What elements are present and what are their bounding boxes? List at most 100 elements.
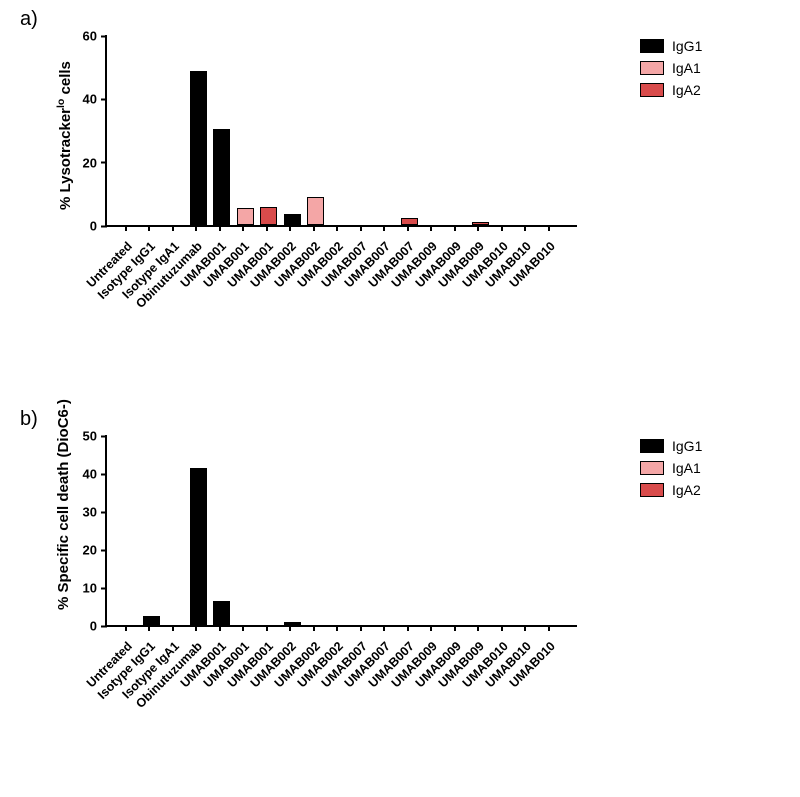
bar <box>401 218 418 225</box>
legend-label: IgA1 <box>672 60 701 76</box>
x-tick <box>289 625 291 631</box>
legend-b: IgG1 IgA1 IgA2 <box>640 438 702 504</box>
x-tick <box>313 625 315 631</box>
legend-swatch <box>640 461 664 475</box>
legend-swatch <box>640 39 664 53</box>
legend-label: IgG1 <box>672 38 702 54</box>
x-tick <box>524 625 526 631</box>
bars-b <box>107 435 577 625</box>
bar <box>260 207 277 225</box>
plot-area-a: 0204060 <box>105 35 577 227</box>
panel-b: b)01020304050% Specific cell death (DioC… <box>0 400 800 795</box>
y-tick: 20 <box>83 155 107 170</box>
legend-swatch <box>640 83 664 97</box>
x-tick <box>430 225 432 231</box>
bar <box>213 601 230 625</box>
legend-item: IgA1 <box>640 60 702 76</box>
legend-item: IgG1 <box>640 438 702 454</box>
legend-swatch <box>640 61 664 75</box>
legend-label: IgA1 <box>672 460 701 476</box>
bar <box>307 197 324 225</box>
x-tick <box>360 225 362 231</box>
legend-item: IgG1 <box>640 38 702 54</box>
x-tick <box>266 225 268 231</box>
plot-area-b: 01020304050 <box>105 435 577 627</box>
panel-a: a)0204060% Lysotrackerlo cellsUntreatedI… <box>0 0 800 390</box>
y-axis-title-b: % Specific cell death (DioC6-) <box>55 399 72 610</box>
legend-item: IgA2 <box>640 482 702 498</box>
y-axis-title-a: % Lysotrackerlo cells <box>55 61 74 210</box>
x-tick <box>125 625 127 631</box>
x-tick <box>524 225 526 231</box>
x-tick <box>242 225 244 231</box>
bars-a <box>107 35 577 225</box>
y-tick-label: 30 <box>83 505 101 520</box>
y-tick-mark <box>101 625 107 627</box>
y-tick-label: 40 <box>83 92 101 107</box>
x-tick <box>383 625 385 631</box>
x-tick <box>477 225 479 231</box>
legend-label: IgA2 <box>672 482 701 498</box>
bar <box>237 208 254 225</box>
bar <box>190 71 207 225</box>
y-tick: 40 <box>83 92 107 107</box>
x-tick <box>172 625 174 631</box>
y-tick: 0 <box>90 219 107 234</box>
y-tick: 20 <box>83 543 107 558</box>
x-tick <box>548 225 550 231</box>
legend-label: IgG1 <box>672 438 702 454</box>
y-tick-label: 10 <box>83 581 101 596</box>
x-tick <box>407 625 409 631</box>
x-tick <box>501 625 503 631</box>
x-tick <box>219 625 221 631</box>
y-tick-mark <box>101 225 107 227</box>
legend-swatch <box>640 439 664 453</box>
bar <box>284 214 301 225</box>
y-tick: 50 <box>83 429 107 444</box>
x-tick <box>242 625 244 631</box>
y-tick: 0 <box>90 619 107 634</box>
x-tick <box>148 625 150 631</box>
x-tick <box>172 225 174 231</box>
x-tick <box>148 225 150 231</box>
bar <box>284 622 301 625</box>
bar <box>472 222 489 225</box>
x-tick <box>454 225 456 231</box>
x-tick <box>195 225 197 231</box>
x-tick <box>313 225 315 231</box>
panel-label-a: a) <box>20 8 38 31</box>
x-tick <box>336 625 338 631</box>
x-tick <box>360 625 362 631</box>
x-tick <box>407 225 409 231</box>
y-tick-label: 0 <box>90 219 101 234</box>
bar <box>190 468 207 625</box>
x-tick <box>195 625 197 631</box>
x-tick <box>219 225 221 231</box>
x-tick <box>266 625 268 631</box>
x-tick <box>430 625 432 631</box>
x-tick <box>125 225 127 231</box>
x-tick <box>383 225 385 231</box>
y-tick-label: 20 <box>83 155 101 170</box>
x-tick <box>477 625 479 631</box>
x-tick <box>289 225 291 231</box>
y-tick: 10 <box>83 581 107 596</box>
y-tick-label: 60 <box>83 29 101 44</box>
legend-label: IgA2 <box>672 82 701 98</box>
y-tick: 60 <box>83 29 107 44</box>
legend-item: IgA2 <box>640 82 702 98</box>
y-tick: 40 <box>83 467 107 482</box>
y-tick: 30 <box>83 505 107 520</box>
x-tick <box>548 625 550 631</box>
y-tick-label: 40 <box>83 467 101 482</box>
panel-label-b: b) <box>20 408 38 431</box>
bar <box>213 129 230 225</box>
legend-swatch <box>640 483 664 497</box>
y-tick-label: 0 <box>90 619 101 634</box>
y-tick-label: 20 <box>83 543 101 558</box>
x-tick <box>454 625 456 631</box>
bar <box>143 616 160 625</box>
x-tick <box>501 225 503 231</box>
legend-item: IgA1 <box>640 460 702 476</box>
x-tick <box>336 225 338 231</box>
